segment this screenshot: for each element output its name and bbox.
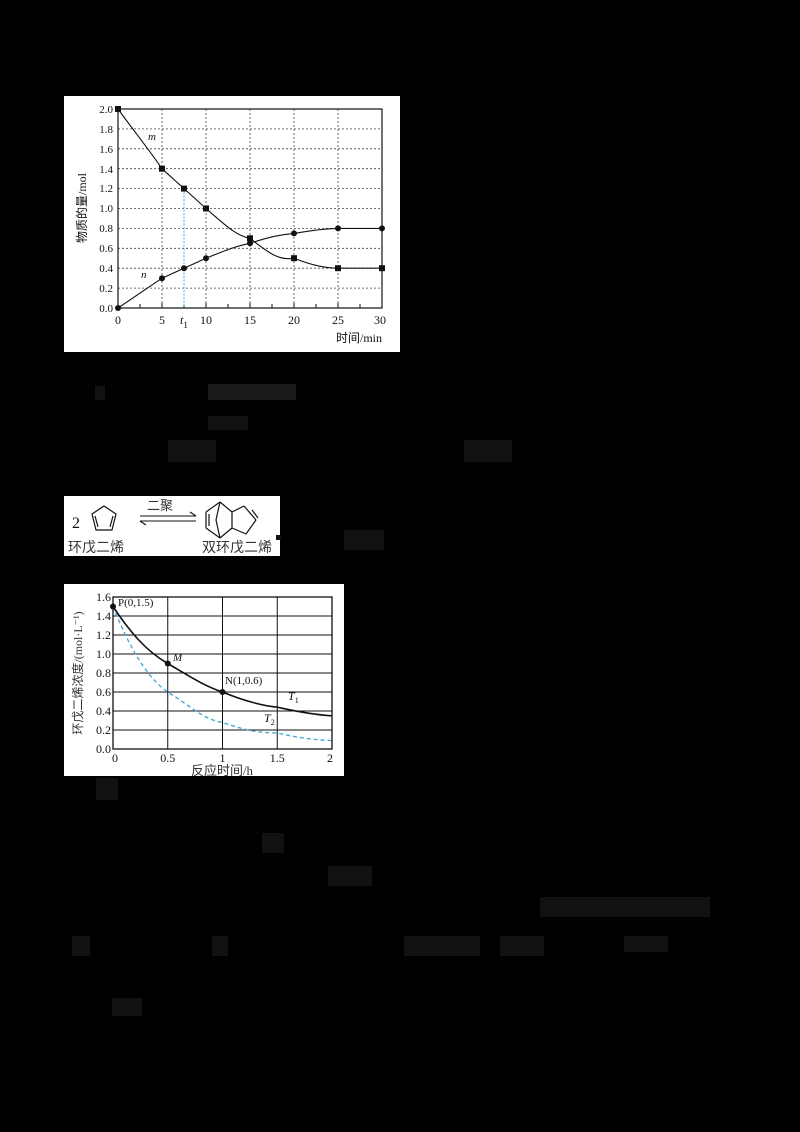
- chart2-y-axis-title: 环戊二烯浓度/(mol·L⁻¹): [70, 611, 85, 734]
- obscured-text-fragment: [328, 866, 372, 886]
- svg-text:20: 20: [288, 313, 300, 327]
- figure-concentration-vs-time: P(0,1.5) M N(1,0.6) T1 T2 0.0 0.2 0.4 0.…: [64, 584, 344, 778]
- chart1-grid: [118, 109, 382, 308]
- chart2-y-tick-labels: 0.0 0.2 0.4 0.6 0.8 1.0 1.2 1.4 1.6: [96, 590, 111, 756]
- svg-text:2.0: 2.0: [99, 104, 113, 116]
- svg-text:1.5: 1.5: [270, 751, 285, 765]
- chart1-x-ticks: [139, 303, 361, 308]
- chart-concentration-vs-time: P(0,1.5) M N(1,0.6) T1 T2 0.0 0.2 0.4 0.…: [70, 590, 333, 778]
- point-m-label: M: [172, 652, 183, 664]
- reaction-coefficient: 2: [72, 515, 80, 532]
- obscured-text-fragment: [500, 936, 544, 956]
- svg-text:0.5: 0.5: [160, 751, 175, 765]
- svg-text:15: 15: [244, 313, 256, 327]
- obscured-text-fragment: [344, 530, 384, 550]
- equilibrium-arrow-icon: [139, 511, 197, 526]
- curve-t2-label: T2: [264, 711, 275, 727]
- chart2-points: [110, 603, 226, 695]
- svg-text:0.8: 0.8: [99, 223, 113, 235]
- chart2-grid: [113, 597, 332, 749]
- svg-text:0.6: 0.6: [96, 685, 111, 699]
- point-n-label: N(1,0.6): [225, 675, 263, 687]
- chart2-frame: [112, 596, 333, 750]
- svg-text:1.2: 1.2: [99, 183, 113, 195]
- chart1-y-axis-title: 物质的量/mol: [74, 172, 89, 243]
- obscured-text-fragment: [464, 440, 512, 462]
- svg-text:1: 1: [220, 751, 226, 765]
- svg-text:1.0: 1.0: [96, 647, 111, 661]
- chart2-x-tick-labels: 0 0.5 1 1.5 2: [112, 751, 333, 765]
- svg-text:0.0: 0.0: [96, 742, 111, 756]
- chart1-x-tick-labels: 0 5 10 15 20 25 30: [115, 313, 386, 327]
- series-n-markers: [115, 225, 385, 311]
- chart1-x-axis-title: 时间/min: [336, 331, 382, 345]
- reaction-scheme: 2 环戊二烯 二聚: [68, 498, 272, 556]
- svg-text:0: 0: [115, 313, 121, 327]
- svg-text:1.6: 1.6: [99, 144, 113, 156]
- chart2-x-axis-title: 反应时间/h: [191, 763, 254, 776]
- svg-text:1.2: 1.2: [96, 628, 111, 642]
- reaction-condition: 二聚: [147, 498, 173, 513]
- svg-text:2: 2: [327, 751, 333, 765]
- period-mark: [276, 535, 281, 540]
- series-m-markers: [115, 106, 385, 272]
- svg-text:1.0: 1.0: [99, 203, 113, 215]
- obscured-text-fragment: [112, 998, 142, 1016]
- svg-text:25: 25: [332, 313, 344, 327]
- figure-amount-vs-time: m n 0.0 0.2 0.4 0.6 0.8 1.0 1.2 1.4 1.6 …: [64, 96, 400, 352]
- obscured-text-fragment: [208, 384, 296, 400]
- svg-text:0.2: 0.2: [99, 283, 113, 295]
- t1-label: t1: [180, 313, 188, 330]
- point-p-label: P(0,1.5): [118, 597, 154, 609]
- series-t2-curve: [112, 606, 333, 742]
- series-n-label: n: [141, 269, 147, 281]
- product-name: 双环戊二烯: [202, 540, 272, 556]
- svg-text:0.8: 0.8: [96, 666, 111, 680]
- svg-text:0.4: 0.4: [96, 704, 111, 718]
- svg-text:1.8: 1.8: [99, 124, 113, 136]
- chart1-y-tick-labels: 0.0 0.2 0.4 0.6 0.8 1.0 1.2 1.4 1.6 1.8 …: [99, 104, 113, 315]
- svg-text:30: 30: [374, 313, 386, 327]
- svg-text:10: 10: [200, 313, 212, 327]
- obscured-text-fragment: [404, 936, 480, 956]
- obscured-text-fragment: [540, 897, 710, 917]
- obscured-text-fragment: [624, 936, 668, 952]
- obscured-text-fragment: [96, 778, 118, 800]
- svg-text:0: 0: [112, 751, 118, 765]
- figure-dimerization-reaction: 2 环戊二烯 二聚: [64, 496, 280, 556]
- obscured-text-fragment: [72, 936, 90, 956]
- series-n-line: [117, 227, 382, 309]
- svg-text:5: 5: [159, 313, 165, 327]
- curve-t1-label: T1: [288, 689, 299, 705]
- svg-text:0.6: 0.6: [99, 243, 113, 255]
- obscured-text-fragment: [208, 416, 248, 430]
- svg-text:0.0: 0.0: [99, 303, 113, 315]
- series-m-label: m: [148, 131, 156, 143]
- svg-text:1.4: 1.4: [99, 164, 113, 176]
- svg-text:0.2: 0.2: [96, 723, 111, 737]
- svg-text:1.6: 1.6: [96, 590, 111, 604]
- svg-text:0.4: 0.4: [99, 263, 113, 275]
- obscured-text-fragment: [212, 936, 228, 956]
- obscured-text-fragment: [95, 386, 105, 400]
- cyclopentadiene-structure-icon: [91, 505, 117, 531]
- reactant-name: 环戊二烯: [68, 540, 124, 556]
- obscured-text-fragment: [168, 440, 216, 462]
- dicyclopentadiene-structure-icon: [205, 501, 259, 539]
- svg-text:1.4: 1.4: [96, 609, 111, 623]
- chart-amount-vs-time: m n 0.0 0.2 0.4 0.6 0.8 1.0 1.2 1.4 1.6 …: [74, 104, 386, 345]
- obscured-text-fragment: [262, 833, 284, 853]
